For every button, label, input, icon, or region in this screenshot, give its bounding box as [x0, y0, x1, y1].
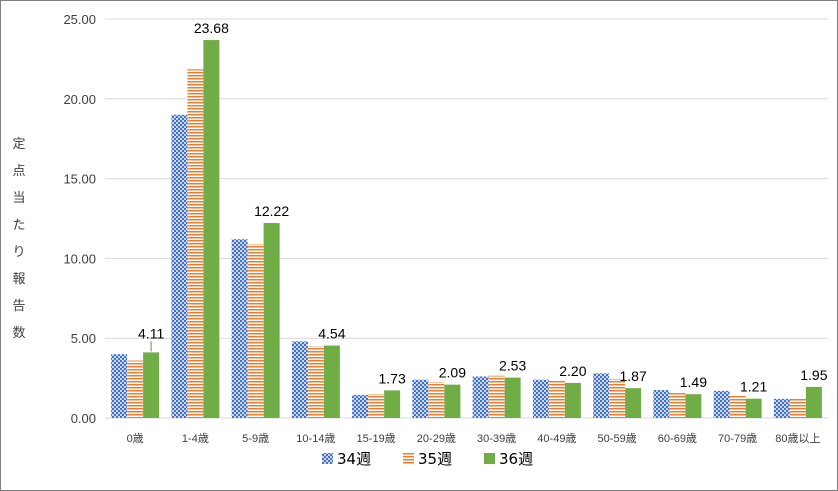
bar-2 [609, 378, 626, 418]
x-category-label: 70-79歳 [718, 432, 757, 445]
y-axis-label-char: 告 [12, 299, 25, 314]
data-label: 2.09 [439, 365, 466, 381]
legend-swatch [484, 453, 495, 464]
bar-2 [789, 398, 806, 418]
bar-3 [625, 388, 642, 418]
gridlines [105, 18, 828, 419]
y-tick-label: 0.00 [71, 411, 96, 426]
x-category-label: 0歳 [127, 432, 144, 445]
bar-1 [532, 379, 549, 418]
y-axis-label-char: り [12, 245, 25, 260]
data-label: 1.21 [740, 379, 767, 395]
bar-3 [564, 382, 581, 418]
bar-3 [323, 345, 340, 418]
bar-1 [352, 394, 369, 418]
data-label: 1.95 [800, 367, 827, 383]
x-category-label: 40-49歳 [537, 432, 576, 445]
y-tick-label: 15.00 [63, 172, 96, 187]
bar-3 [504, 377, 521, 418]
legend-label: 35週 [418, 450, 452, 468]
x-category-label: 30-39歳 [477, 432, 516, 445]
legend: 34週 35週 36週 [322, 450, 533, 468]
data-labels: 4.11 23.68 12.22 4.54 1.73 2.09 2.53 2.20 1.87 1.… [138, 20, 828, 395]
y-axis-ticks: 0.00 5.00 10.00 15.00 20.00 25.00 [63, 12, 96, 426]
bar-1 [412, 379, 429, 418]
bar-3 [805, 386, 822, 418]
y-axis-label-char: た [12, 218, 25, 233]
data-label: 1.73 [379, 370, 406, 386]
bar-1 [593, 373, 610, 418]
bar-1 [713, 390, 730, 418]
bar-1 [171, 114, 188, 418]
x-category-label: 1-4歳 [182, 432, 209, 445]
y-axis-label-char: 数 [12, 326, 25, 341]
legend-label: 34週 [337, 450, 371, 468]
y-axis-label-char: 当 [12, 191, 25, 206]
bar-2 [488, 375, 505, 418]
y-tick-label: 20.00 [63, 92, 96, 107]
bar-2 [729, 395, 746, 418]
y-tick-label: 25.00 [63, 12, 96, 27]
legend-label: 36週 [499, 450, 533, 468]
data-label: 1.49 [680, 374, 707, 390]
data-label: 4.11 [138, 325, 164, 341]
y-axis-label-char: 定 [12, 137, 25, 152]
bar-1 [291, 341, 308, 418]
data-label: 2.53 [499, 358, 526, 374]
bar-2 [247, 244, 264, 418]
bar-3 [444, 384, 461, 418]
data-label: 12.22 [254, 203, 289, 219]
bars [111, 40, 822, 419]
data-label: 4.54 [318, 326, 345, 342]
y-axis-label-char: 報 [12, 272, 25, 287]
data-label: 23.68 [194, 20, 229, 36]
x-category-label: 5-9歳 [242, 432, 269, 445]
x-category-label: 80歳以上 [775, 432, 820, 445]
x-category-label: 60-69歳 [658, 432, 697, 445]
bar-3 [685, 394, 702, 418]
data-label: 2.20 [559, 363, 586, 379]
bar-1 [111, 354, 128, 418]
bar-2 [548, 380, 565, 418]
bar-2 [428, 382, 445, 418]
bar-3 [384, 390, 401, 418]
bar-2 [307, 346, 324, 418]
x-category-label: 15-19歳 [357, 432, 396, 445]
bar-2 [127, 360, 144, 418]
data-label: 1.87 [620, 368, 647, 384]
bar-3 [745, 398, 762, 418]
bar-1 [231, 239, 248, 418]
y-tick-label: 5.00 [71, 331, 96, 346]
bar-1 [653, 390, 670, 418]
x-category-label: 20-29歳 [417, 432, 456, 445]
y-axis-label-char: 点 [12, 164, 25, 179]
legend-swatch [403, 453, 414, 464]
bar-1 [773, 398, 790, 418]
x-category-label: 10-14歳 [296, 432, 335, 445]
bar-3 [203, 40, 220, 418]
x-axis-categories: 0歳 1-4歳 5-9歳 10-14歳 15-19歳 20-29歳 30-39歳 40-49歳… [127, 432, 821, 445]
bar-3 [143, 352, 160, 418]
bar-1 [472, 376, 489, 418]
bar-2 [669, 391, 686, 418]
bar-3 [263, 222, 280, 418]
legend-swatch [322, 453, 333, 464]
y-tick-label: 10.00 [63, 251, 96, 266]
bar-2 [368, 394, 385, 418]
bar-2 [187, 69, 204, 419]
x-category-label: 50-59歳 [598, 432, 637, 445]
